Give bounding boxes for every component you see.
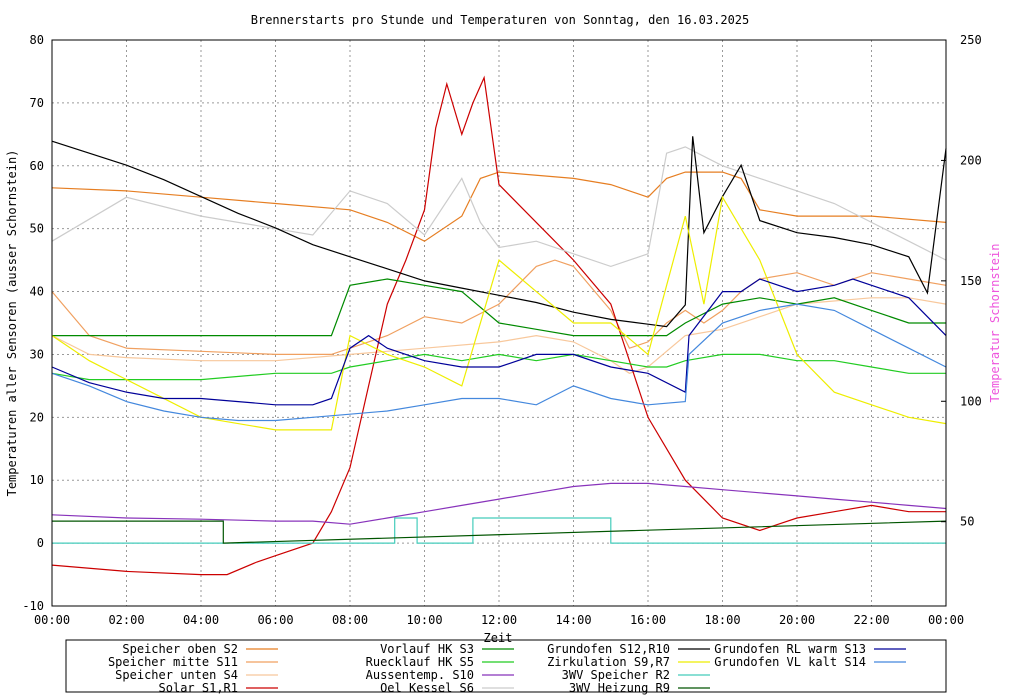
series-layer bbox=[51, 75, 947, 576]
y-tick-label: 80 bbox=[30, 33, 44, 47]
series-line bbox=[51, 482, 947, 525]
y-tick-label: 40 bbox=[30, 285, 44, 299]
x-tick-label: 22:00 bbox=[853, 613, 889, 627]
legend-box bbox=[65, 639, 947, 693]
y2-tick-label: 250 bbox=[960, 33, 982, 47]
series-line bbox=[51, 75, 946, 576]
legend-label: 3WV Heizung R9 bbox=[569, 681, 670, 695]
series-line bbox=[51, 146, 947, 268]
x-tick-label: 00:00 bbox=[928, 613, 964, 627]
series-line bbox=[52, 278, 946, 337]
x-tick-label: 08:00 bbox=[332, 613, 368, 627]
legend-label: Zirkulation S9,R7 bbox=[547, 655, 670, 669]
y2-tick-label: 150 bbox=[960, 274, 982, 288]
y-tick-label: 30 bbox=[30, 347, 44, 361]
y-axis-label: Temperaturen aller Sensoren (ausser Scho… bbox=[5, 150, 19, 497]
x-tick-label: 10:00 bbox=[406, 613, 442, 627]
x-tick-label: 16:00 bbox=[630, 613, 666, 627]
legend-label: Oel Kessel S6 bbox=[380, 681, 474, 695]
legend-label: Grundofen RL warm S13 bbox=[714, 642, 866, 656]
chart-title: Brennerstarts pro Stunde und Temperature… bbox=[251, 13, 750, 27]
x-tick-label: 04:00 bbox=[183, 613, 219, 627]
axis-ticks: -10 0 10 20 30 40 50 60 70 80 00:00 02:00 04:00 06:00… bbox=[22, 33, 981, 627]
y2-tick-label: 50 bbox=[960, 515, 974, 529]
series-line bbox=[51, 259, 947, 355]
series-line bbox=[51, 303, 947, 422]
x-tick-label: 12:00 bbox=[481, 613, 517, 627]
x-tick-label: 00:00 bbox=[34, 613, 70, 627]
legend-label: 3WV Speicher R2 bbox=[562, 668, 670, 682]
x-axis-label: Zeit bbox=[484, 631, 513, 645]
legend-label: Grundofen S12,R10 bbox=[547, 642, 670, 656]
y-tick-label: 60 bbox=[30, 159, 44, 173]
x-tick-label: 06:00 bbox=[257, 613, 293, 627]
y-tick-label: 0 bbox=[37, 536, 44, 550]
y-tick-label: 20 bbox=[30, 410, 44, 424]
series-line bbox=[51, 136, 947, 328]
x-tick-label: 02:00 bbox=[108, 613, 144, 627]
y-tick-label: -10 bbox=[22, 599, 44, 613]
y2-tick-label: 200 bbox=[960, 153, 982, 167]
x-tick-label: 18:00 bbox=[704, 613, 740, 627]
legend-label: Ruecklauf HK S5 bbox=[366, 655, 474, 669]
plot-frame bbox=[51, 39, 947, 607]
y-tick-label: 10 bbox=[30, 473, 44, 487]
x-tick-label: 20:00 bbox=[779, 613, 815, 627]
series-line bbox=[52, 517, 946, 544]
y2-tick-label: 100 bbox=[960, 394, 982, 408]
series-line bbox=[51, 171, 947, 242]
legend-label: Aussentemp. S10 bbox=[366, 668, 474, 682]
series-line bbox=[51, 195, 947, 431]
legend-label: Vorlauf HK S3 bbox=[380, 642, 474, 656]
series-line bbox=[52, 520, 947, 544]
legend-label: Speicher unten S4 bbox=[115, 668, 238, 682]
y-tick-label: 70 bbox=[30, 96, 44, 110]
series-line bbox=[51, 297, 947, 374]
legend-label: Solar S1,R1 bbox=[159, 681, 238, 695]
legend-label: Grundofen VL kalt S14 bbox=[714, 655, 866, 669]
legend-label: Speicher mitte S11 bbox=[108, 655, 238, 669]
legend-label: Speicher oben S2 bbox=[122, 642, 238, 656]
x-tick-label: 14:00 bbox=[555, 613, 591, 627]
y-tick-label: 50 bbox=[30, 222, 44, 236]
y2-axis-label: Temperatur Schornstein bbox=[988, 244, 1002, 403]
series-line bbox=[51, 278, 947, 406]
